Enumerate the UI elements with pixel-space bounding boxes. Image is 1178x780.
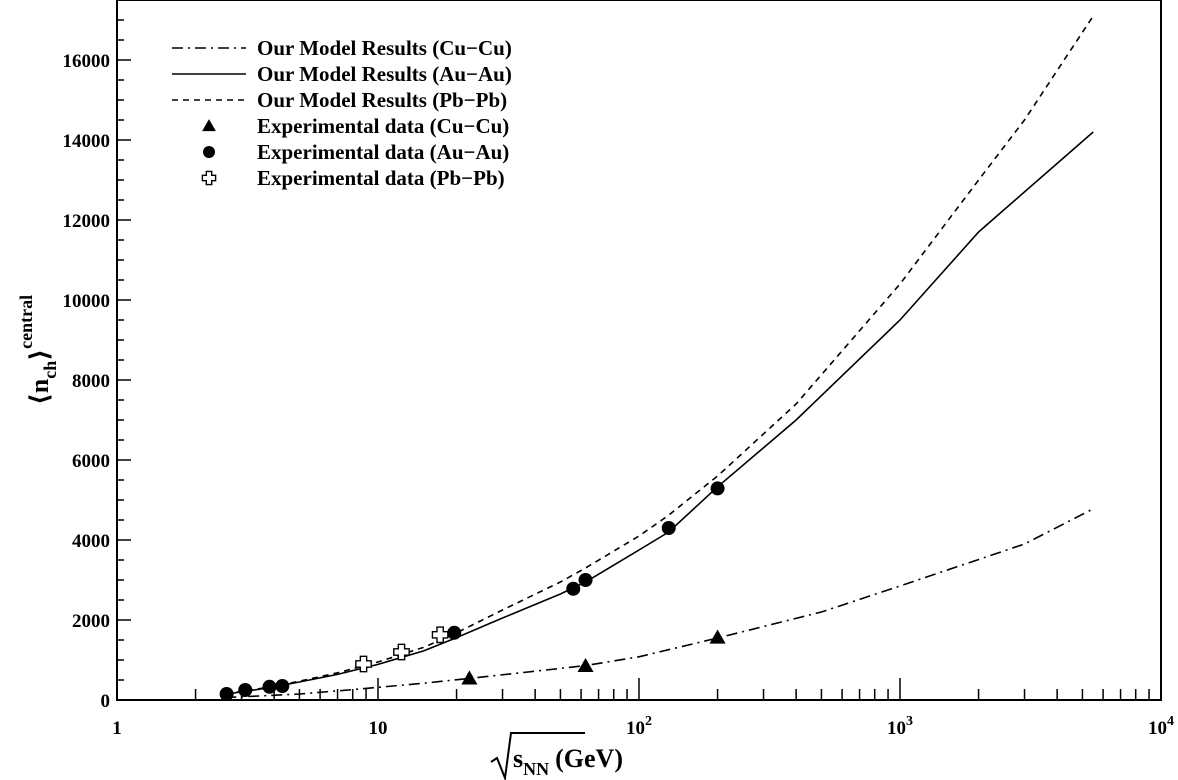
x-tick-label: 103 bbox=[887, 714, 913, 739]
data-point bbox=[577, 657, 594, 673]
series-line bbox=[225, 131, 1094, 695]
y-axis-open-bracket: ⟨ bbox=[25, 393, 54, 405]
legend-label: Experimental data (Pb−Pb) bbox=[257, 166, 505, 190]
legend-label: Our Model Results (Pb−Pb) bbox=[257, 88, 507, 112]
legend-label: Our Model Results (Au−Au) bbox=[257, 62, 512, 86]
legend-label: Experimental data (Au−Au) bbox=[257, 140, 509, 164]
x-axis-tick-labels: 1 10 102 103 104 bbox=[112, 714, 1174, 739]
legend-item: Our Model Results (Au−Au) bbox=[172, 62, 512, 86]
y-axis-ticks bbox=[117, 0, 131, 701]
series-lines bbox=[225, 15, 1094, 699]
y-axis-title: ⟨nch⟩central bbox=[16, 295, 60, 405]
y-axis-tick-labels: 0 2000 4000 6000 8000 10000 12000 14000 16000 bbox=[63, 51, 111, 712]
y-tick-label: 16000 bbox=[63, 51, 111, 72]
data-point bbox=[262, 679, 277, 694]
legend-label: Experimental data (Cu−Cu) bbox=[257, 114, 509, 138]
legend-item: Experimental data (Au−Au) bbox=[203, 140, 509, 164]
data-point bbox=[461, 670, 478, 685]
data-point bbox=[709, 629, 726, 644]
y-axis-base: n bbox=[25, 378, 54, 393]
x-axis-subscript: NN bbox=[523, 759, 549, 779]
data-point bbox=[201, 170, 217, 186]
data-point bbox=[578, 573, 593, 587]
x-axis-title: sNN (GeV) bbox=[490, 732, 623, 780]
svg-text:⟨nch⟩central: ⟨nch⟩central bbox=[16, 295, 60, 405]
x-tick-label: 10 bbox=[369, 718, 388, 739]
y-tick-label: 12000 bbox=[63, 211, 111, 232]
data-point bbox=[393, 643, 410, 661]
y-tick-label: 6000 bbox=[72, 451, 110, 472]
legend-marker-swatch bbox=[201, 170, 217, 186]
data-point bbox=[275, 679, 290, 693]
data-point bbox=[219, 687, 234, 701]
data-point bbox=[203, 146, 215, 158]
y-tick-label: 8000 bbox=[72, 371, 110, 392]
legend-item: Our Model Results (Pb−Pb) bbox=[172, 88, 507, 112]
y-tick-label: 2000 bbox=[72, 611, 110, 632]
y-axis-close-bracket: ⟩ bbox=[25, 349, 54, 361]
x-axis-base: s bbox=[513, 744, 523, 773]
y-tick-label: 10000 bbox=[63, 291, 111, 312]
series-line bbox=[225, 508, 1094, 699]
data-point bbox=[710, 481, 725, 496]
svg-text:sNN(GeV): sNN (GeV) bbox=[513, 744, 623, 779]
legend-marker-swatch bbox=[203, 146, 215, 158]
legend-item: Experimental data (Cu−Cu) bbox=[202, 114, 509, 138]
x-axis-unit: (GeV) bbox=[555, 744, 623, 773]
data-point bbox=[355, 655, 372, 673]
legend-item: Our Model Results (Cu−Cu) bbox=[172, 36, 512, 60]
y-tick-label: 14000 bbox=[63, 131, 111, 152]
x-tick-label: 1 bbox=[112, 718, 122, 739]
series-markers bbox=[219, 481, 726, 701]
data-point bbox=[238, 683, 253, 697]
legend-marker-swatch bbox=[202, 119, 216, 132]
y-axis-subscript: ch bbox=[40, 361, 60, 379]
y-tick-label: 4000 bbox=[72, 531, 110, 552]
legend: Our Model Results (Cu−Cu)Our Model Resul… bbox=[172, 36, 512, 190]
data-point bbox=[566, 581, 581, 596]
data-point bbox=[431, 626, 449, 644]
y-axis-superscript: central bbox=[16, 295, 36, 349]
legend-label: Our Model Results (Cu−Cu) bbox=[257, 36, 512, 60]
series-line bbox=[225, 15, 1094, 695]
sqrt-sign-icon bbox=[490, 732, 585, 780]
y-tick-label: 0 bbox=[101, 691, 111, 712]
legend-item: Experimental data (Pb−Pb) bbox=[201, 166, 505, 190]
data-point bbox=[447, 625, 462, 640]
x-tick-label: 104 bbox=[1148, 714, 1174, 739]
data-point bbox=[202, 119, 216, 132]
x-tick-label: 102 bbox=[626, 714, 652, 739]
data-point bbox=[661, 521, 676, 535]
